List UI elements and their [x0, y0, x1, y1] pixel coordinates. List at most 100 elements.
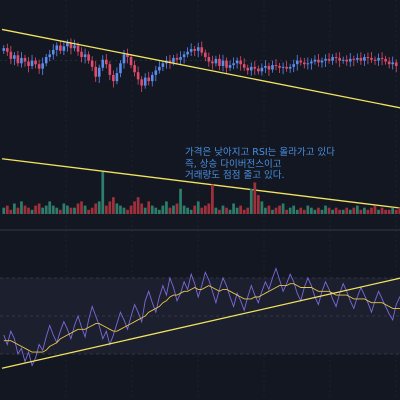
- candle-body: [129, 57, 133, 66]
- candle-body: [158, 66, 161, 71]
- volume-bar: [175, 203, 179, 214]
- candle-body: [126, 54, 129, 58]
- candle-body: [182, 54, 186, 58]
- volume-bar: [136, 197, 140, 214]
- candle-body: [228, 65, 232, 68]
- volume-bar: [108, 201, 112, 214]
- volume-bar: [281, 203, 285, 214]
- volume-bar: [310, 207, 313, 214]
- candle-body: [239, 60, 242, 65]
- rsi-trendline: [1, 277, 400, 369]
- candle-body: [193, 49, 196, 51]
- candle-body: [341, 59, 345, 61]
- candle-body: [90, 60, 94, 67]
- candle-body: [359, 57, 363, 61]
- candle-body: [394, 62, 398, 66]
- candle-body: [338, 57, 341, 61]
- volume-bar: [16, 207, 20, 214]
- volume-bar: [380, 207, 384, 214]
- candle-body: [105, 59, 108, 65]
- volume-bar: [292, 205, 296, 214]
- volume-bar: [225, 207, 228, 214]
- candle-body: [41, 63, 44, 69]
- volume-bar: [51, 205, 55, 214]
- volume-bar: [140, 203, 144, 214]
- annotation-line-3: 거래량도 점점 줄고 있다.: [185, 170, 285, 181]
- candle-body: [257, 68, 260, 72]
- candle-body: [373, 59, 377, 61]
- volume-bar: [384, 209, 387, 214]
- volume-bar: [271, 209, 274, 214]
- candle-body: [34, 60, 37, 65]
- candle-body: [221, 60, 225, 66]
- candle-body: [140, 79, 143, 86]
- price-resistance-trendline: [1, 28, 400, 109]
- volume-bar: [387, 209, 391, 214]
- volume-bar: [196, 201, 200, 214]
- volume-bar: [398, 207, 400, 214]
- volume-bar: [355, 205, 359, 214]
- candle-body: [377, 57, 380, 61]
- candle-body: [147, 77, 151, 82]
- volume-bar: [235, 207, 239, 214]
- volume-bar: [334, 207, 338, 214]
- candle-body: [295, 60, 299, 65]
- candle-body: [122, 54, 126, 64]
- candle-body: [6, 48, 9, 52]
- volume-bar: [203, 205, 207, 214]
- annotation-line-2: 즉, 상승 다이버전스이고: [185, 158, 282, 170]
- candle-body: [225, 60, 228, 68]
- volume-bar: [73, 207, 76, 214]
- candle-body: [80, 51, 83, 58]
- volume-bar: [324, 205, 327, 214]
- volume-bar: [55, 207, 59, 214]
- volume-bar: [48, 201, 52, 214]
- volume-bar: [352, 207, 356, 214]
- volume-bar: [161, 205, 165, 214]
- volume-bar: [370, 207, 373, 214]
- candle-body: [20, 57, 23, 64]
- volume-bar: [34, 205, 37, 214]
- candle-body: [59, 45, 62, 51]
- volume-bar: [83, 205, 87, 214]
- candle-body: [278, 65, 281, 68]
- volume-bar: [5, 205, 9, 214]
- candle-body: [249, 66, 253, 71]
- candle-body: [366, 57, 370, 59]
- candle-body: [62, 46, 66, 51]
- candle-body: [179, 57, 182, 60]
- volume-bar: [44, 205, 48, 214]
- candle-body: [281, 66, 285, 68]
- candle-body: [288, 66, 292, 69]
- candle-body: [306, 63, 310, 65]
- volume-bar: [119, 205, 122, 214]
- candle-body: [299, 60, 303, 63]
- volume-bar: [2, 207, 6, 214]
- volume-bar: [345, 207, 349, 214]
- volume-bar: [58, 209, 62, 214]
- volume-bar: [200, 207, 204, 214]
- candle-body: [44, 57, 48, 64]
- candle-body: [380, 57, 384, 59]
- candle-body: [204, 52, 207, 58]
- volume-bar: [37, 203, 41, 214]
- candle-body: [101, 59, 105, 68]
- volume-bar: [172, 205, 175, 214]
- candle-body: [387, 61, 391, 65]
- candle-body: [66, 42, 69, 47]
- candle-body: [246, 67, 250, 71]
- volume-bar: [299, 207, 303, 214]
- volume-bar: [133, 201, 136, 214]
- candle-body: [172, 57, 175, 63]
- volume-bar: [69, 207, 73, 214]
- candle-body: [150, 74, 154, 82]
- volume-bar: [104, 205, 108, 214]
- volume-bar: [193, 205, 197, 214]
- volume-bar: [264, 207, 267, 214]
- candle-body: [292, 64, 295, 67]
- candle-body: [154, 70, 158, 75]
- candle-body: [119, 63, 122, 74]
- volume-bar: [338, 209, 342, 214]
- rsi-line: [3, 267, 400, 367]
- volume-bar: [256, 195, 260, 214]
